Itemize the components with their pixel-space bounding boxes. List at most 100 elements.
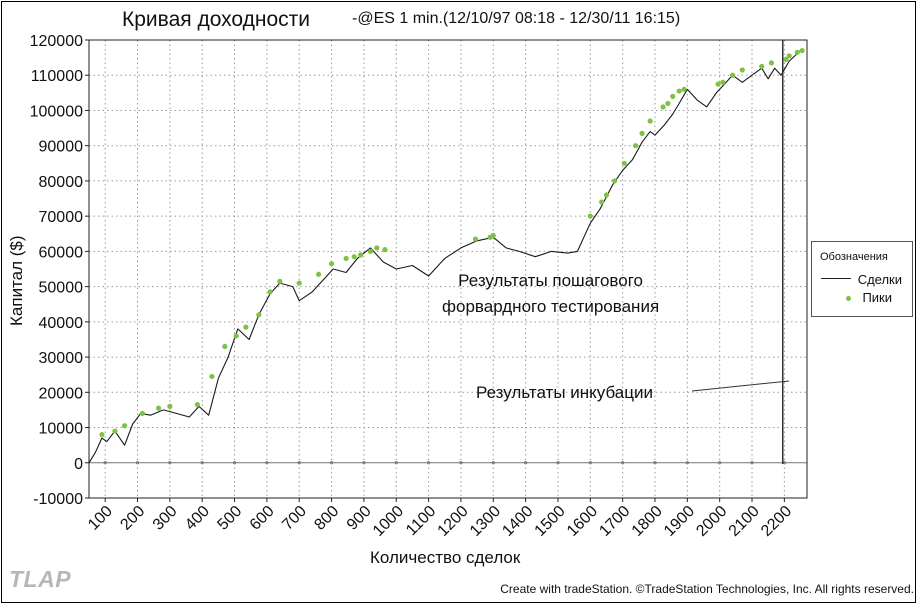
legend-title: Обозначения (820, 251, 888, 263)
legend-item-trades: Сделки (857, 272, 902, 287)
y-axis-ticks: 1200001100001000009000080000700006000050… (30, 33, 89, 508)
chart-subtitle: -@ES 1 min.(12/10/97 08:18 - 12/30/11 16… (352, 10, 681, 27)
x-axis-ticks: 100 200 300 400 500 600 700 800 9001000110012001… (85, 498, 795, 540)
peak-point (665, 100, 671, 107)
peak-point (739, 67, 745, 73)
zero-line-marker (556, 461, 560, 465)
peak-point (490, 232, 496, 239)
zero-line-marker (459, 461, 463, 465)
peak-point (194, 402, 200, 408)
y-tick-label: 80000 (39, 174, 84, 191)
legend-dot-swatch (846, 296, 851, 301)
peak-point (222, 343, 228, 350)
peak-point (632, 143, 639, 149)
peak-point (730, 72, 736, 78)
peak-point (603, 192, 610, 198)
peak-point (155, 405, 162, 411)
x-tick-label: 1100 (403, 503, 439, 539)
series-peaks-points (99, 47, 805, 438)
peak-point (296, 280, 302, 286)
y-tick-label: 100000 (30, 103, 83, 120)
y-tick-label: -10000 (33, 491, 83, 508)
peak-point (472, 236, 479, 242)
peak-point (670, 93, 676, 99)
peak-point (783, 56, 789, 62)
zero-line-marker (524, 461, 528, 465)
zero-line-marker (103, 461, 107, 465)
zero-line-marker (491, 461, 495, 465)
watermark: TLAP (9, 566, 72, 592)
peak-point (233, 333, 239, 339)
x-tick-label: 1700 (596, 503, 633, 540)
x-tick-label: 1500 (532, 503, 569, 540)
copyright-credit: Create with tradeStation. ©TradeStation … (500, 582, 914, 596)
x-tick-label: 1400 (499, 503, 536, 540)
y-tick-label: 0 (74, 456, 83, 473)
y-tick-label: 10000 (39, 421, 84, 438)
zero-line-marker (685, 461, 689, 465)
series-line-trades (88, 50, 801, 464)
peak-point (256, 312, 262, 318)
y-tick-label: 30000 (39, 350, 84, 367)
peak-point (382, 247, 388, 253)
incubation-pointer-line (691, 380, 790, 392)
x-tick-label: 1300 (467, 503, 504, 540)
peak-point (768, 60, 775, 66)
peak-point (587, 213, 593, 219)
peak-point (328, 261, 335, 267)
x-tick-label: 100 (85, 503, 116, 534)
peak-point (759, 63, 765, 70)
x-tick-label: 2000 (693, 503, 730, 540)
annotation-walk-forward-line2: форвардного тестирования (442, 297, 660, 316)
peak-point (799, 47, 805, 54)
x-tick-label: 2200 (758, 503, 795, 540)
peak-point (374, 245, 380, 251)
y-tick-label: 110000 (31, 68, 83, 85)
peak-point (139, 410, 145, 417)
zero-line-marker (718, 461, 722, 465)
annotation-walk-forward: Результаты пошагового форвардного тестир… (442, 268, 659, 320)
peak-point (715, 81, 721, 87)
peak-point (316, 271, 322, 277)
zero-line-marker (750, 461, 754, 465)
peak-point (639, 130, 645, 136)
peak-point (121, 423, 128, 429)
x-tick-label: 800 (311, 503, 342, 534)
x-tick-label: 1000 (370, 503, 407, 540)
zero-line-marker (297, 461, 301, 465)
peak-point (660, 104, 666, 110)
zero-line-marker (200, 461, 204, 465)
x-tick-label: 1900 (661, 503, 698, 540)
peak-point (611, 178, 618, 184)
zero-line-marker (621, 461, 625, 465)
legend-line-swatch (821, 278, 851, 279)
zero-line-marker (265, 461, 269, 465)
y-axis-label: Капитал ($) (7, 235, 26, 326)
y-tick-label: 20000 (39, 385, 84, 402)
peak-point (676, 88, 682, 94)
x-tick-label: 700 (279, 503, 310, 534)
peak-point (343, 255, 349, 262)
peak-point (599, 199, 605, 205)
y-tick-label: 120000 (30, 33, 83, 50)
y-tick-label: 60000 (39, 244, 84, 261)
zero-line-marker (362, 461, 366, 465)
zero-line-marker (426, 461, 431, 465)
x-tick-label: 1800 (629, 503, 666, 540)
x-tick-label: 200 (117, 503, 148, 534)
peak-point (647, 118, 653, 124)
peak-point (243, 324, 249, 330)
peak-point (794, 49, 800, 55)
zero-line-marker (394, 461, 398, 465)
y-tick-label: 90000 (39, 139, 84, 156)
zero-line-marker (588, 461, 592, 465)
peak-point (367, 248, 373, 254)
legend: Обозначения Сделки Пики (811, 241, 913, 317)
peak-point (358, 252, 364, 258)
peak-point (621, 160, 627, 166)
y-tick-label: 40000 (39, 315, 84, 332)
plot-area-border (88, 39, 808, 499)
x-tick-label: 500 (214, 503, 245, 534)
